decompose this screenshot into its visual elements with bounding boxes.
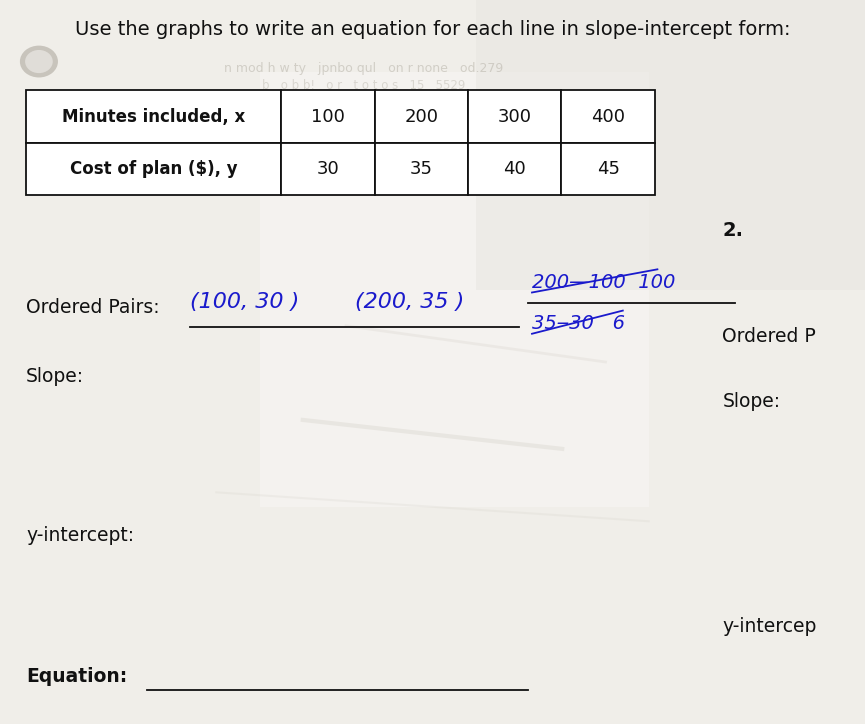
Text: b   o b b!   o r   t o t o s   15   5529: b o b b! o r t o t o s 15 5529 <box>261 79 465 92</box>
Text: 200: 200 <box>404 108 439 125</box>
Bar <box>561 90 655 143</box>
Text: Ordered Pairs:: Ordered Pairs: <box>26 298 159 317</box>
Text: Slope:: Slope: <box>26 367 84 386</box>
Text: Minutes included, x: Minutes included, x <box>62 108 245 125</box>
Text: y-intercept:: y-intercept: <box>26 526 134 545</box>
Bar <box>281 143 375 195</box>
Bar <box>375 143 468 195</box>
Text: 30: 30 <box>317 160 339 177</box>
Bar <box>561 143 655 195</box>
Text: F m p l   t u r   s d s t: F m p l t u r s d s t <box>461 90 577 101</box>
Bar <box>468 90 561 143</box>
Bar <box>26 90 281 143</box>
Circle shape <box>20 46 58 77</box>
Bar <box>281 90 375 143</box>
Circle shape <box>25 50 53 73</box>
Bar <box>375 90 468 143</box>
Text: Ordered P: Ordered P <box>722 327 816 346</box>
Text: 45: 45 <box>597 160 619 177</box>
Text: n mod h w ty   jpnbo qul   on r none   od.279: n mod h w ty jpnbo qul on r none od.279 <box>224 62 503 75</box>
Bar <box>26 143 281 195</box>
Text: 100: 100 <box>311 108 345 125</box>
Text: Cost of plan ($), y: Cost of plan ($), y <box>70 160 237 177</box>
Text: (200, 35 ): (200, 35 ) <box>355 292 464 312</box>
Text: 400: 400 <box>591 108 625 125</box>
Text: 2.: 2. <box>722 221 743 240</box>
Text: y-intercep: y-intercep <box>722 617 817 636</box>
Text: Use the graphs to write an equation for each line in slope-intercept form:: Use the graphs to write an equation for … <box>74 20 791 39</box>
Bar <box>468 143 561 195</box>
Text: 35: 35 <box>410 160 432 177</box>
Text: Slope:: Slope: <box>722 392 780 411</box>
Text: 200—100  100: 200—100 100 <box>532 273 676 292</box>
FancyBboxPatch shape <box>260 72 649 507</box>
Text: 35‒30   6: 35‒30 6 <box>532 314 625 333</box>
Text: Equation:: Equation: <box>26 668 127 686</box>
Text: 40: 40 <box>503 160 526 177</box>
Text: 300: 300 <box>497 108 532 125</box>
Text: (100, 30 ): (100, 30 ) <box>190 292 299 312</box>
FancyBboxPatch shape <box>476 0 865 290</box>
